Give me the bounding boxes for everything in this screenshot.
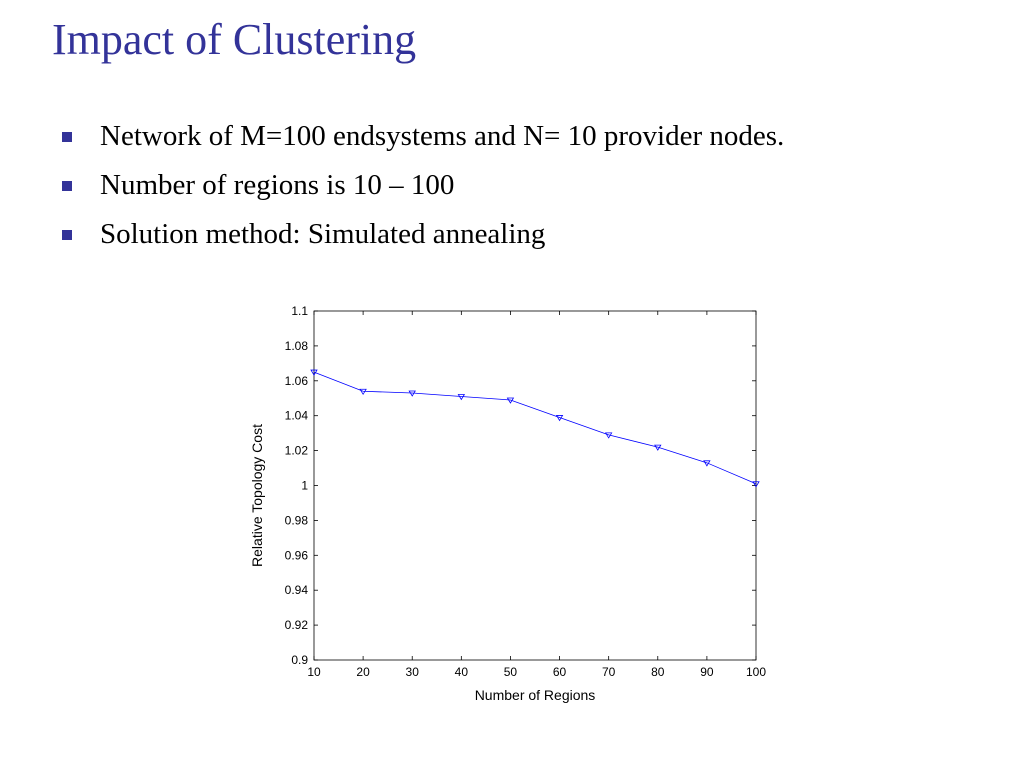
y-tick-label: 0.94 [285,583,309,597]
data-point [752,481,760,488]
y-tick-label: 1.1 [291,304,308,318]
x-tick-label: 80 [651,665,665,679]
y-tick-label: 0.92 [285,618,309,632]
x-axis-label: Number of Regions [475,687,596,703]
data-point [604,432,613,439]
data-point [408,390,416,397]
bullet-item: Number of regions is 10 – 100 [62,161,784,210]
data-point [506,397,515,404]
bullet-list: Network of M=100 endsystems and N= 10 pr… [62,112,784,259]
x-tick-label: 40 [455,665,469,679]
data-point [654,444,662,451]
x-tick-label: 50 [504,665,518,679]
plot-frame [313,310,757,661]
data-point [359,388,367,396]
x-tick-label: 30 [406,665,420,679]
x-tick-label: 20 [356,665,370,679]
x-tick-label: 90 [700,665,714,679]
y-tick-label: 0.9 [291,653,308,667]
bullet-item: Solution method: Simulated annealing [62,210,784,259]
bullet-text: Solution method: Simulated annealing [100,218,546,250]
y-tick-label: 0.98 [285,513,309,527]
x-tick-label: 100 [746,665,766,679]
y-tick-label: 1.06 [285,374,309,388]
y-tick-label: 1.02 [285,444,309,458]
y-tick-label: 1.04 [285,409,309,423]
data-point [457,394,466,401]
y-tick-label: 1 [301,479,308,493]
bullet-text: Number of regions is 10 – 100 [100,169,455,201]
x-tick-label: 60 [553,665,567,679]
slide-title: Impact of Clustering [52,15,417,64]
bullet-item: Network of M=100 endsystems and N= 10 pr… [62,112,784,161]
data-point [555,415,564,422]
series-line [313,371,757,485]
square-bullet-icon [62,180,72,191]
y-tick-label: 1.08 [285,339,309,353]
x-tick-label: 10 [307,665,321,679]
square-bullet-icon [62,229,72,240]
y-axis-label: Relative Topology Cost [249,424,265,567]
y-tick-label: 0.96 [285,548,309,562]
square-bullet-icon [62,131,72,142]
x-tick-label: 70 [602,665,616,679]
bullet-text: Network of M=100 endsystems and N= 10 pr… [100,120,785,152]
data-point [310,369,318,376]
data-point [703,460,711,467]
